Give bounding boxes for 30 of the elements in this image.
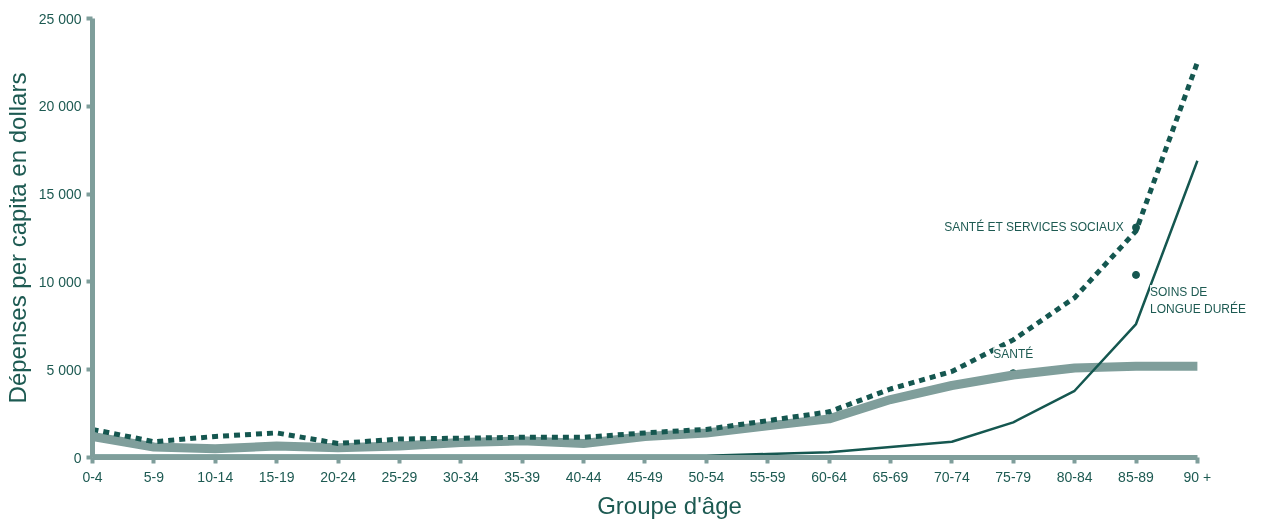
x-axis-title: Groupe d'âge: [597, 491, 742, 519]
x-tick-label: 90 +: [1183, 468, 1212, 485]
x-tick-label: 80-84: [1056, 468, 1093, 485]
y-tick-label: 25 000: [38, 10, 82, 27]
y-tick-label: 0: [73, 449, 82, 466]
x-tick-label: 75-79: [995, 468, 1032, 485]
x-tick-label: 25-29: [381, 468, 418, 485]
x-tick-label: 0-4: [82, 468, 103, 485]
x-tick-label: 70-74: [933, 468, 970, 485]
y-tick-label: 10 000: [38, 273, 82, 290]
x-tick-label: 40-44: [565, 468, 602, 485]
y-tick-label: 15 000: [38, 186, 82, 203]
x-tick-label: 55-59: [749, 468, 786, 485]
x-tick-label: 20-24: [320, 468, 357, 485]
annotation: SOINS DE LONGUE DURÉE: [1150, 284, 1247, 316]
x-tick-label: 35-39: [504, 468, 541, 485]
x-tick-label: 60-64: [811, 468, 848, 485]
x-tick-label: 45-49: [627, 468, 664, 485]
x-tick-label: 50-54: [688, 468, 725, 485]
y-tick-label: 20 000: [38, 98, 82, 115]
annotation: SANTÉ ET SERVICES SOCIAUX: [944, 219, 1124, 235]
x-tick-label: 65-69: [872, 468, 909, 485]
y-axis-title: Dépenses per capita en dollars: [3, 72, 31, 404]
x-tick-label: 85-89: [1118, 468, 1155, 485]
x-tick-label: 15-19: [258, 468, 295, 485]
x-tick-label: 5-9: [143, 468, 165, 485]
x-tick-label: 30-34: [442, 468, 479, 485]
annotation: SANTÉ: [993, 346, 1034, 362]
y-tick-label: 5 000: [46, 361, 82, 378]
x-tick-label: 10-14: [197, 468, 234, 485]
